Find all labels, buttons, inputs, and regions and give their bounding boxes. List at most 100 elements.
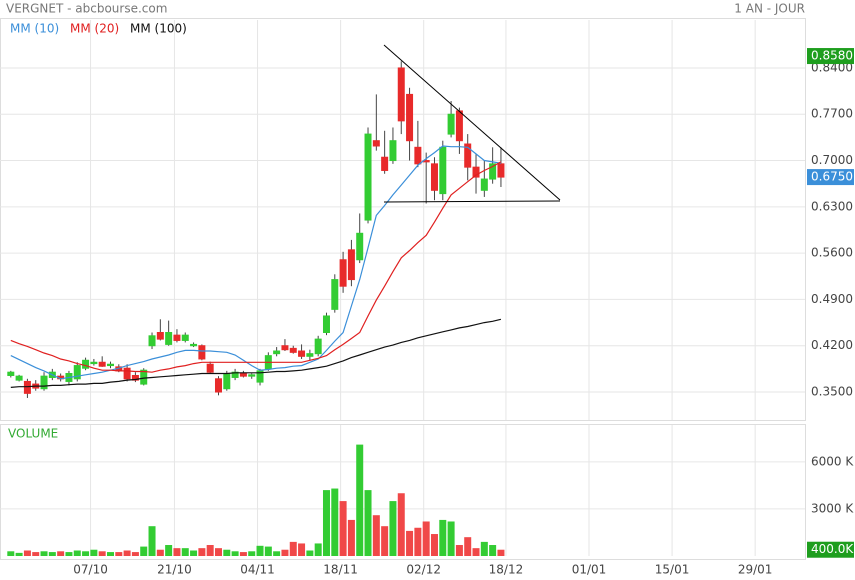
volume-title: VOLUME — [8, 427, 58, 441]
candle-body — [223, 373, 231, 390]
volume-bar — [131, 552, 139, 556]
volume-bar — [23, 550, 31, 556]
volume-bar — [181, 548, 189, 556]
volume-bar — [414, 527, 422, 556]
candle-body — [231, 371, 239, 378]
volume-bar — [472, 548, 480, 556]
x-tick-label: 18/12 — [489, 563, 524, 577]
volume-bar — [248, 551, 256, 556]
volume-bar — [389, 501, 397, 556]
volume-bar — [455, 545, 463, 556]
candle-body — [15, 375, 23, 381]
volume-bar — [372, 515, 380, 556]
price-marker — [807, 48, 854, 65]
y-tick-label: 3000 K — [811, 501, 854, 515]
x-tick-label: 21/10 — [157, 563, 192, 577]
candle-body — [489, 163, 497, 180]
moving-average — [10, 318, 502, 388]
volume-bar — [148, 526, 156, 556]
y-tick-label: 6000 K — [811, 454, 854, 468]
candle-body — [148, 335, 156, 347]
chart-subtitle: 1 AN - JOUR — [734, 2, 805, 16]
candle-body — [198, 345, 206, 360]
volume-bar — [73, 550, 81, 556]
x-tick-label: 07/10 — [73, 563, 108, 577]
legend-entry: MM (20) — [70, 22, 119, 36]
candle-body — [356, 232, 364, 261]
candle-body — [464, 143, 472, 168]
legend-entry: MM (100) — [130, 22, 187, 36]
candle-body — [439, 146, 447, 195]
y-tick-label: 0.4900 — [811, 292, 853, 306]
candle-body — [331, 279, 339, 310]
candle-body — [181, 334, 189, 341]
candle-body — [389, 140, 397, 162]
candle-body — [298, 350, 306, 357]
volume-bar — [273, 551, 281, 556]
volume-bar — [239, 552, 247, 556]
volume-bar — [231, 551, 239, 556]
candle-body — [140, 369, 148, 385]
volume-bar — [7, 551, 15, 556]
candle-body — [364, 133, 372, 221]
moving-average — [10, 161, 502, 373]
x-tick-label: 02/12 — [406, 563, 441, 577]
volume-bar — [439, 519, 447, 556]
volume-bar — [397, 493, 405, 556]
candle-body — [23, 380, 31, 394]
candle-body — [156, 332, 164, 340]
x-tick-label: 01/01 — [572, 563, 607, 577]
candle-body — [190, 343, 198, 347]
candle-body — [406, 93, 414, 142]
volume-bar — [165, 545, 173, 556]
candle-body — [256, 370, 264, 383]
volume-bar — [322, 490, 330, 556]
candle-body — [455, 110, 463, 142]
candle-body — [339, 259, 347, 287]
x-tick-label: 15/01 — [655, 563, 690, 577]
y-tick-label: 0.3500 — [811, 385, 853, 399]
volume-bar — [464, 537, 472, 556]
candle-body — [248, 374, 256, 377]
candle-body — [372, 140, 380, 147]
volume-bar — [190, 550, 198, 556]
volume-bar — [214, 548, 222, 556]
volume-bar — [289, 541, 297, 556]
price-marker — [807, 541, 854, 558]
volume-bar — [156, 549, 164, 556]
candle-body — [82, 359, 90, 369]
volume-bar — [206, 545, 214, 556]
candle-body — [281, 345, 289, 351]
candle-body — [480, 178, 488, 191]
volume-bar — [82, 551, 90, 556]
y-tick-label: 0.6300 — [811, 199, 853, 213]
y-tick-label: 0.7700 — [811, 107, 853, 121]
volume-bar — [48, 552, 56, 556]
volume-bar — [406, 530, 414, 556]
candle-body — [7, 371, 15, 376]
price-marker — [807, 169, 854, 186]
price-marker-label: 400.0K — [811, 542, 854, 556]
trend-line — [383, 44, 561, 201]
candle-body — [239, 373, 247, 377]
volume-bar — [223, 549, 231, 556]
volume-bar — [15, 552, 23, 556]
volume-bar — [123, 550, 131, 556]
candle-body — [497, 163, 505, 178]
candle-body — [40, 375, 48, 390]
candle-body — [381, 156, 389, 171]
price-marker-label: 0.8580 — [811, 49, 853, 63]
volume-bar — [364, 490, 372, 556]
candle-body — [397, 67, 405, 122]
volume-bar — [339, 501, 347, 556]
volume-bar — [65, 552, 73, 556]
candle-body — [206, 363, 214, 373]
volume-bar — [356, 444, 364, 556]
candle-body — [165, 332, 173, 345]
candle-body — [131, 374, 139, 381]
trend-line — [383, 200, 561, 203]
volume-bar — [198, 548, 206, 556]
x-tick-label: 29/01 — [738, 563, 773, 577]
volume-bar — [115, 552, 123, 556]
